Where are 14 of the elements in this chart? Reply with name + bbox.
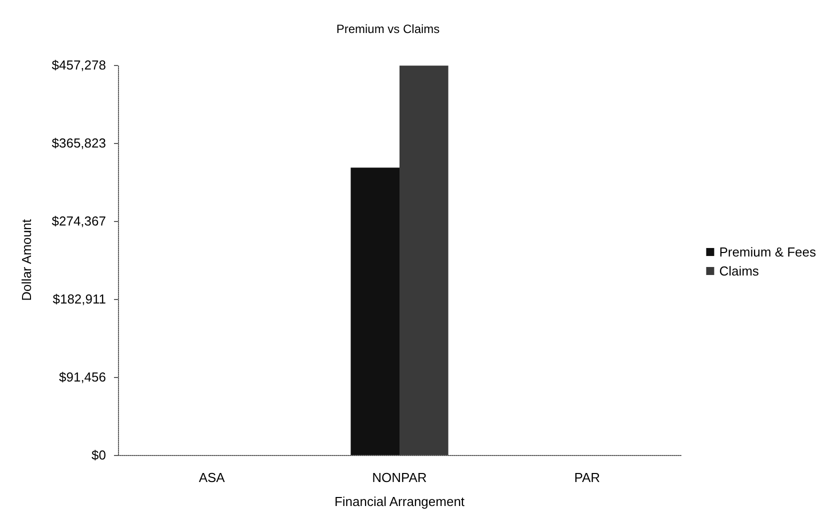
y-tick-label: $274,367	[52, 214, 106, 228]
legend-label: Premium & Fees	[719, 244, 816, 260]
x-tick-label: ASA	[198, 470, 226, 485]
y-axis-title: Dollar Amount	[19, 218, 34, 301]
y-tick-label: $365,823	[52, 136, 106, 150]
y-tick-label: $457,278	[52, 58, 106, 72]
x-tick-label: PAR	[574, 470, 600, 485]
y-tick-label: $182,911	[52, 292, 106, 306]
y-tick-label: $0	[92, 448, 106, 462]
legend-label: Claims	[719, 264, 760, 278]
y-tick-label: $91,456	[59, 370, 106, 384]
x-axis-title: Financial Arrangement	[334, 494, 465, 509]
x-tick-label: NONPAR	[372, 470, 427, 485]
chart-title: Premium vs Claims	[336, 22, 440, 36]
